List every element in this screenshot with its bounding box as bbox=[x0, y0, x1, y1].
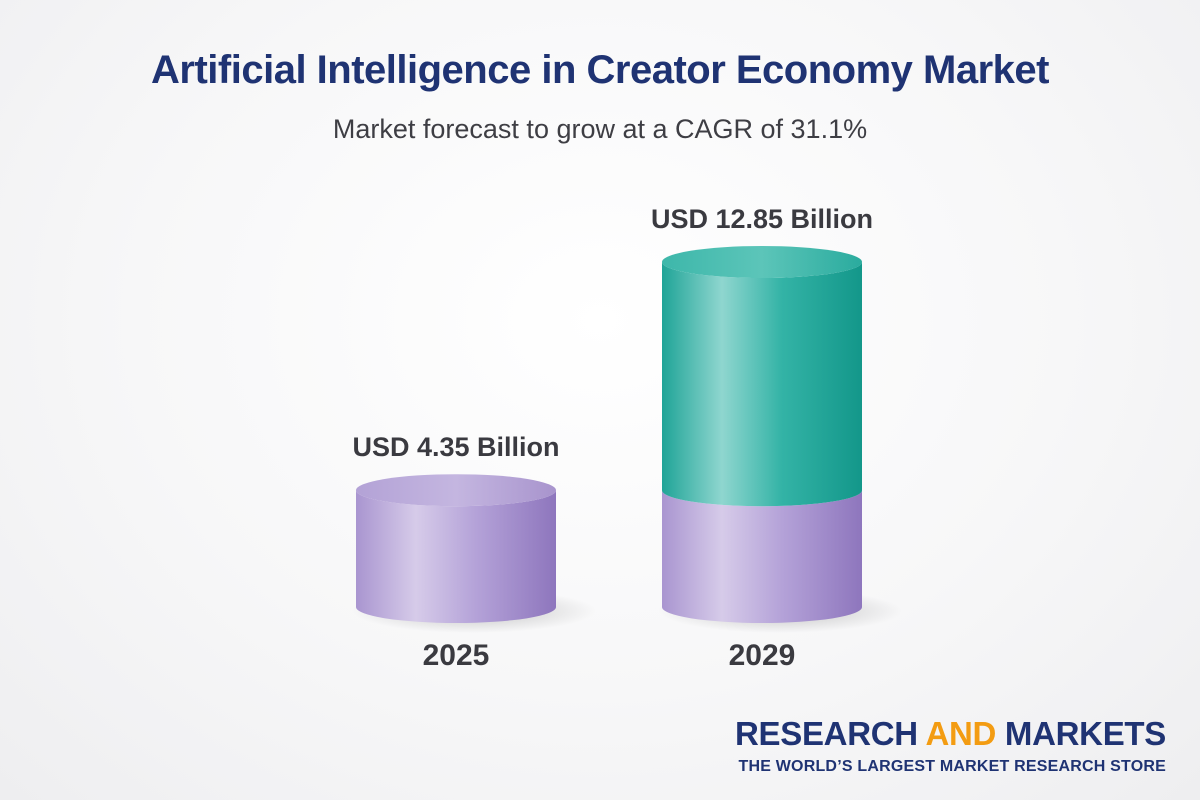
bar-2025 bbox=[356, 490, 556, 623]
brand-name-part1: RESEARCH bbox=[735, 715, 926, 752]
bar-growth-segment-2029 bbox=[662, 262, 862, 507]
brand-name-part3: MARKETS bbox=[996, 715, 1166, 752]
data-label-2029: USD 12.85 Billion bbox=[651, 204, 873, 234]
brand-name-accent: AND bbox=[925, 715, 997, 752]
brand-logo: RESEARCH AND MARKETS THE WORLD’S LARGEST… bbox=[735, 716, 1166, 776]
x-tick-label-2025: 2025 bbox=[423, 639, 490, 672]
bar-base-segment-2029 bbox=[662, 490, 862, 623]
bar-top-2029 bbox=[662, 246, 862, 278]
data-label-2025: USD 4.35 Billion bbox=[352, 432, 559, 462]
chart-subtitle: Market forecast to grow at a CAGR of 31.… bbox=[332, 114, 868, 144]
brand-name: RESEARCH AND MARKETS bbox=[735, 716, 1166, 752]
x-tick-label-2029: 2029 bbox=[729, 639, 796, 672]
chart-title: Artificial Intelligence in Creator Econo… bbox=[151, 48, 1049, 92]
bar-top-2025 bbox=[356, 474, 556, 507]
brand-tagline: THE WORLD’S LARGEST MARKET RESEARCH STOR… bbox=[738, 758, 1166, 775]
